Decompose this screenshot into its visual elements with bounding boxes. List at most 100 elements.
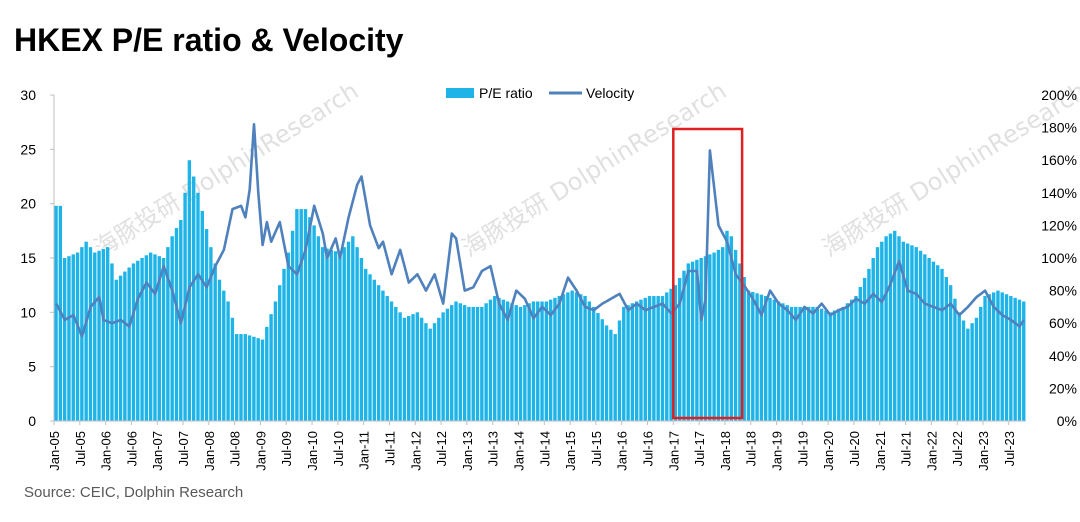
pe-bar	[191, 176, 196, 421]
right-tick-label: 200%	[1041, 87, 1077, 103]
x-tick-label: Jan-10	[305, 431, 320, 471]
pe-bar	[897, 236, 901, 421]
pe-bar	[540, 301, 544, 421]
pe-bar	[974, 317, 979, 421]
x-tick-label: Jan-05	[47, 431, 62, 471]
pe-bar	[174, 228, 179, 421]
pe-bar	[708, 254, 712, 421]
pe-bar	[372, 279, 377, 421]
pe-bar	[488, 299, 493, 421]
pe-bar	[127, 267, 131, 421]
x-tick-label: Jan-18	[718, 431, 733, 471]
pe-bar	[402, 317, 407, 421]
pe-bar	[325, 248, 329, 421]
pe-bar	[953, 298, 957, 421]
pe-bar	[785, 305, 789, 421]
pe-bar	[230, 317, 235, 421]
pe-bar	[411, 314, 415, 421]
pe-bar	[871, 258, 875, 421]
pe-bar	[764, 296, 768, 421]
pe-bar	[204, 229, 209, 421]
pe-bar	[480, 306, 484, 421]
pe-bar	[802, 306, 807, 421]
pe-bar	[110, 263, 114, 421]
pe-bar	[660, 296, 665, 421]
pe-bar	[273, 301, 278, 421]
x-tick-label: Jul-18	[744, 431, 759, 466]
pe-bar	[622, 306, 626, 421]
pe-bar	[333, 251, 338, 421]
pe-bar	[1022, 301, 1026, 421]
pe-bar	[768, 297, 772, 421]
pe-bar	[850, 299, 854, 421]
pe-bar	[346, 241, 351, 421]
x-tick-label: Jul-13	[486, 431, 501, 466]
pe-bar	[570, 290, 574, 421]
pe-bar	[583, 296, 587, 421]
pe-bar	[527, 303, 531, 421]
pe-bar	[226, 301, 230, 421]
pe-bar	[321, 247, 325, 421]
pe-bar	[196, 192, 200, 421]
pe-bar	[561, 294, 566, 421]
x-tick-label: Jul-23	[1002, 431, 1017, 466]
right-tick-label: 20%	[1049, 380, 1077, 396]
pe-bar	[200, 210, 204, 421]
pe-bar	[376, 285, 381, 421]
left-tick-label: 5	[28, 359, 36, 375]
legend: P/E ratio Velocity	[446, 85, 634, 101]
pe-bar	[798, 306, 802, 421]
pe-bar	[983, 296, 987, 421]
pe-bar	[458, 303, 463, 421]
pe-bar	[114, 279, 118, 421]
pe-bar	[269, 314, 273, 421]
pe-bar	[493, 296, 497, 421]
pe-bar	[600, 319, 604, 421]
x-tick-label: Jan-23	[976, 431, 991, 471]
pe-bar	[613, 334, 617, 421]
x-tick-label: Jul-19	[795, 431, 810, 466]
x-tick-label: Jul-22	[950, 431, 965, 466]
pe-bar	[596, 313, 600, 421]
pe-bar	[234, 334, 239, 421]
pe-bar	[161, 258, 166, 421]
pe-bar	[93, 252, 97, 421]
pe-bar	[759, 294, 764, 421]
pe-bar	[746, 290, 751, 421]
pe-bar	[105, 247, 110, 421]
pe-bar	[970, 323, 974, 421]
pe-bar	[166, 247, 170, 421]
x-tick-label: Jul-08	[228, 431, 243, 466]
pe-bar	[652, 296, 656, 421]
pe-bar	[609, 329, 613, 421]
pe-bar	[536, 301, 540, 421]
pe-bar	[450, 305, 454, 421]
pe-bar	[716, 249, 721, 421]
pe-bar	[888, 233, 893, 421]
left-tick-label: 0	[28, 413, 36, 429]
pe-bar	[398, 312, 402, 421]
x-tick-label: Jan-13	[460, 431, 475, 471]
x-tick-label: Jan-22	[924, 431, 939, 471]
pe-bar	[854, 296, 858, 421]
pe-bar	[381, 290, 385, 421]
pe-bar	[342, 247, 346, 421]
pe-bar	[794, 306, 798, 421]
pe-bar	[131, 263, 136, 421]
pe-bar	[781, 303, 785, 421]
right-tick-label: 60%	[1049, 315, 1077, 331]
pe-bar	[867, 268, 871, 421]
pe-bar	[639, 299, 643, 421]
x-tick-label: Jul-16	[641, 431, 656, 466]
pe-bar	[364, 268, 368, 421]
pe-bar	[445, 308, 450, 421]
x-tick-label: Jul-10	[331, 431, 346, 466]
pe-bar	[862, 277, 867, 421]
pe-bar	[252, 336, 256, 421]
pe-bar	[256, 338, 260, 421]
pe-bar	[299, 209, 303, 421]
pe-bar	[338, 252, 342, 421]
pe-bar	[467, 306, 471, 421]
pe-bar	[703, 256, 708, 421]
pe-bar	[789, 306, 794, 421]
